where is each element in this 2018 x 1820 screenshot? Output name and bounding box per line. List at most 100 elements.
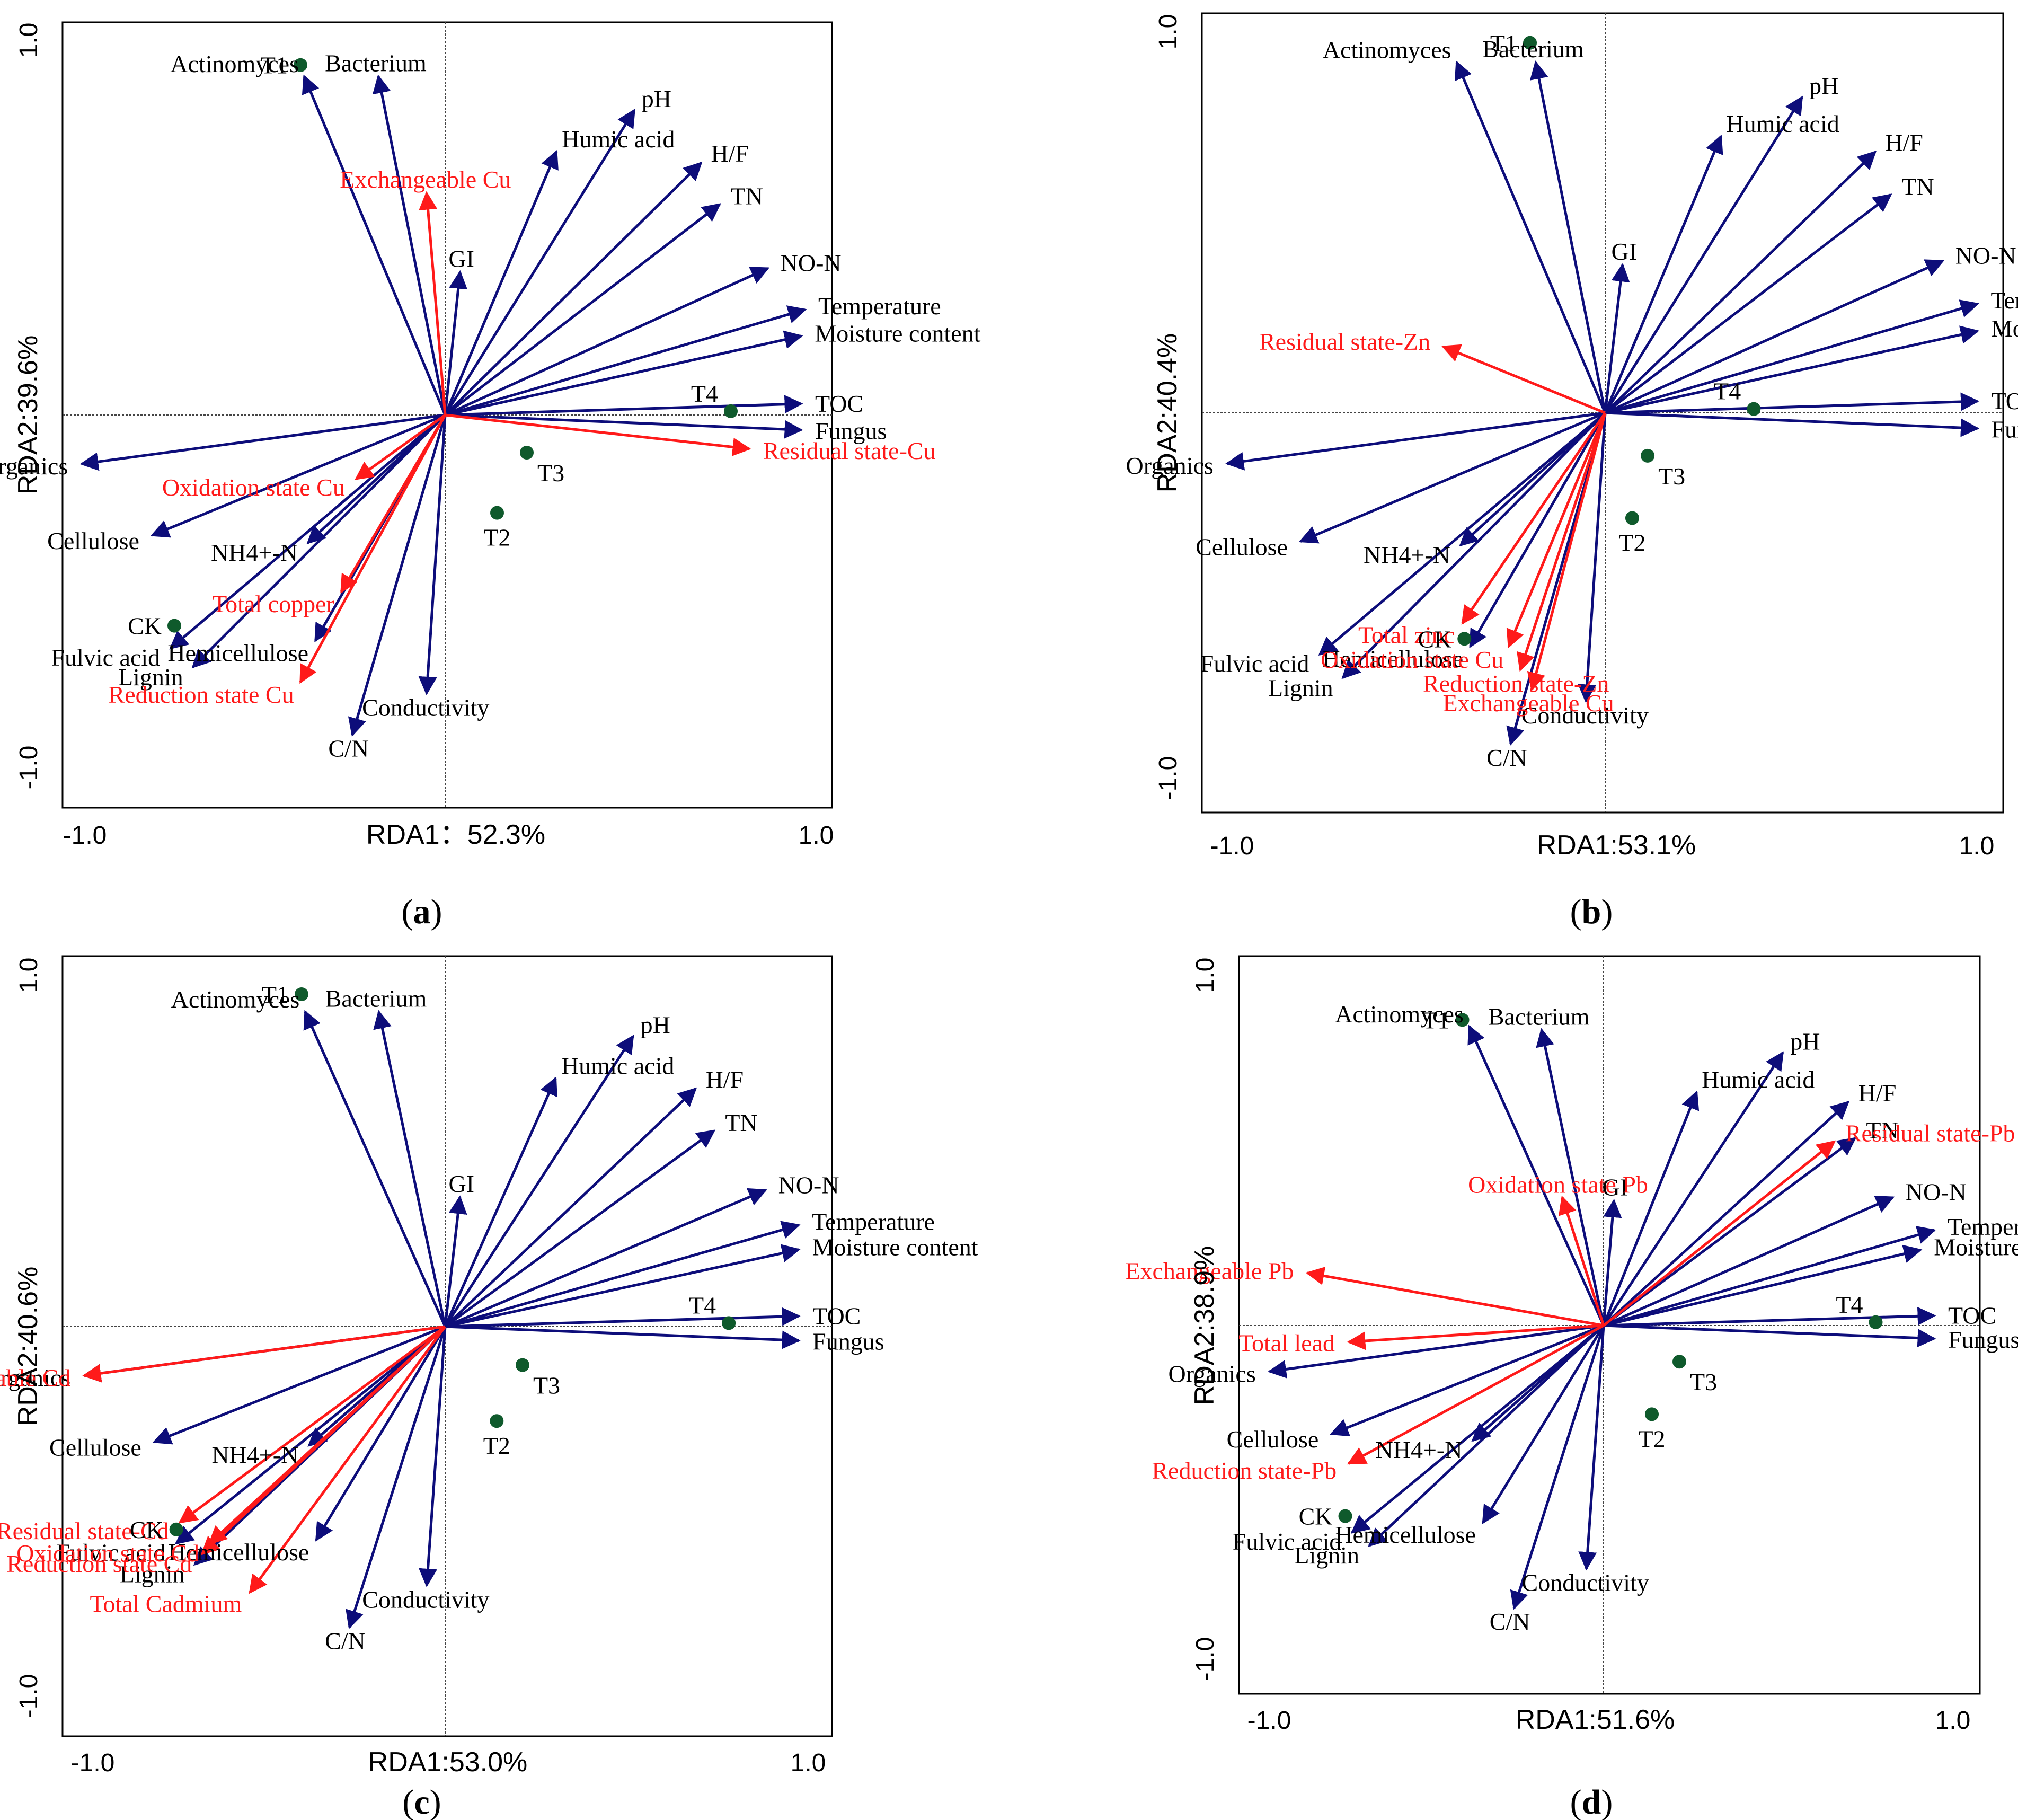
arrow-label-fungus: Fungus [815,417,887,444]
arrow-label-reduction-state-cu: Reduction state Cu [109,681,294,708]
arrow-label-cellulose: Cellulose [49,1434,141,1461]
arrow-fulvic-acid [169,414,446,650]
point-label-t3: T3 [1690,1368,1717,1395]
point-ck [1338,1509,1352,1523]
arrow-label-lignin: Lignin [1268,674,1333,701]
point-t4 [722,1316,736,1330]
arrow-no-n [1603,1195,1895,1327]
arrow-gi [1602,1198,1622,1326]
arrow-label-lignin: Lignin [118,664,183,691]
x-tick-min: -1.0 [1247,1707,1291,1735]
point-ck [167,619,181,633]
arrow-label-reduction-state-pb: Reduction state-Pb [1152,1457,1337,1484]
arrow-label-hemicellulose: Hemicellulose [1335,1521,1476,1548]
arrow-ph [444,1035,634,1328]
points-layer [169,987,736,1536]
arrow-moisture-content [445,330,803,417]
arrow-label-temperature: Temperature [1990,287,2018,314]
arrow-label-actinomyces: Actinomyces [171,986,300,1013]
arrow-label-exchangeable-cd: Exchangeable Cd [0,1364,70,1391]
arrow-label-h-f: H/F [1885,129,1923,156]
labels-layer: Bacterium Actinomyces Humic acid pH H/F TN NO-… [0,981,978,1654]
arrow-label-cellulose: Cellulose [47,527,139,554]
labels-layer: Bacterium Actinomyces Humic acid pH H/F TN NO-… [1126,30,2018,771]
arrow-toc [445,395,803,417]
point-t2 [490,1414,504,1428]
labels-layer: Bacterium Actinomyces Humic acid pH H/F TN NO-… [0,49,981,762]
arrow-cellulose [150,413,446,538]
arrow-label-no-n: NO-N [1955,242,2016,269]
arrow-label-hemicellulose: Hemicellulose [169,1539,309,1566]
arrow-label-organics: Organics [1126,452,1214,479]
point-label-t2: T2 [1638,1425,1665,1452]
x-tick-min: -1.0 [1210,832,1254,860]
arrow-oxidation-state-cu [1506,412,1607,649]
arrow-fungus [445,1325,801,1349]
arrow-label-residual-state-cd: Residual state-Cd [0,1517,169,1544]
point-label-t1: T1 [1422,1006,1449,1033]
point-label-t4: T4 [1836,1291,1863,1318]
arrow-label-conductivity: Conductivity [1522,1569,1649,1596]
arrow-label-no-n: NO-N [1906,1179,1967,1206]
arrow-reduction-state-cu [299,414,447,684]
arrow-label-gi: GI [448,245,474,272]
arrow-label-organics: Organics [0,1364,70,1391]
arrow-label-fungus: Fungus [1991,416,2018,443]
arrow-c-n [348,414,447,737]
arrow-label-actinomyces: Actinomyces [1335,1001,1464,1028]
arrow-label-fulvic-acid: Fulvic acid [1233,1528,1342,1555]
arrow-fungus [1605,411,1980,437]
arrow-label-fulvic-acid: Fulvic acid [57,1539,166,1566]
arrow-total-lead [1347,1324,1604,1350]
arrows-layer [79,74,807,737]
arrow-exchangeable-cu [1527,412,1607,692]
arrow-tn [1604,193,1892,414]
arrow-reduction-state-pb [1347,1324,1605,1465]
arrow-no-n [445,1188,767,1328]
arrow-exchangeable-pb [1305,1267,1604,1327]
panel-caption: (d) [1570,1783,1613,1820]
points-layer [1457,36,1761,646]
point-label-t1: T1 [262,981,289,1008]
y-tick-min: -1.0 [15,1674,43,1718]
arrow-label-total-zinc: Total zinc [1358,621,1455,648]
arrow-label-no-n: NO-N [781,249,842,276]
point-label-t2: T2 [483,1432,510,1459]
arrow-label-ph: pH [641,1011,670,1038]
arrow-h-f [444,1087,697,1328]
x-tick-min: -1.0 [63,821,107,850]
y-tick-max: 1.0 [1191,958,1219,993]
arrow-h-f [444,161,703,416]
arrow-label-oxidation-state-cu: Oxidation state Cu [1321,646,1503,673]
y-axis-title: RDA2:38.9% [1189,1246,1220,1406]
arrow-ph [1604,95,1803,414]
arrow-label-fulvic-acid: Fulvic acid [51,644,161,671]
panel-a: Bacterium Actinomyces Humic acid pH H/F TN NO-… [0,21,981,931]
arrow-h-f [1603,1101,1850,1327]
arrow-label-ph: pH [1790,1028,1820,1055]
arrow-label-bacterium: Bacterium [325,985,427,1012]
arrow-hemicellulose [1469,412,1607,649]
arrow-label-conductivity: Conductivity [1521,702,1649,729]
arrow-fungus [445,413,803,439]
arrow-hemicellulose [1482,1324,1605,1524]
arrow-h-f [1604,151,1877,414]
point-t4 [1869,1315,1883,1329]
point-label-ck: CK [130,1516,164,1543]
x-tick-max: 1.0 [799,821,834,850]
x-tick-max: 1.0 [1959,832,1995,860]
arrow-c-n [1510,1325,1605,1610]
arrow-label-bacterium: Bacterium [1482,36,1584,63]
arrow-actinomyces [1454,60,1607,413]
arrow-gi [444,1195,467,1327]
arrow-actinomyces [302,74,447,416]
arrow-bacterium [373,1010,447,1327]
arrow-lignin [1341,412,1606,679]
arrow-moisture-content [1603,1244,1923,1327]
arrow-residual-state-pb [1603,1140,1836,1327]
y-tick-max: 1.0 [1154,14,1182,50]
arrow-conductivity [1578,1325,1605,1571]
arrow-label-nh4-n: NH4+-N [1376,1436,1463,1463]
arrow-label-h-f: H/F [705,1066,744,1093]
